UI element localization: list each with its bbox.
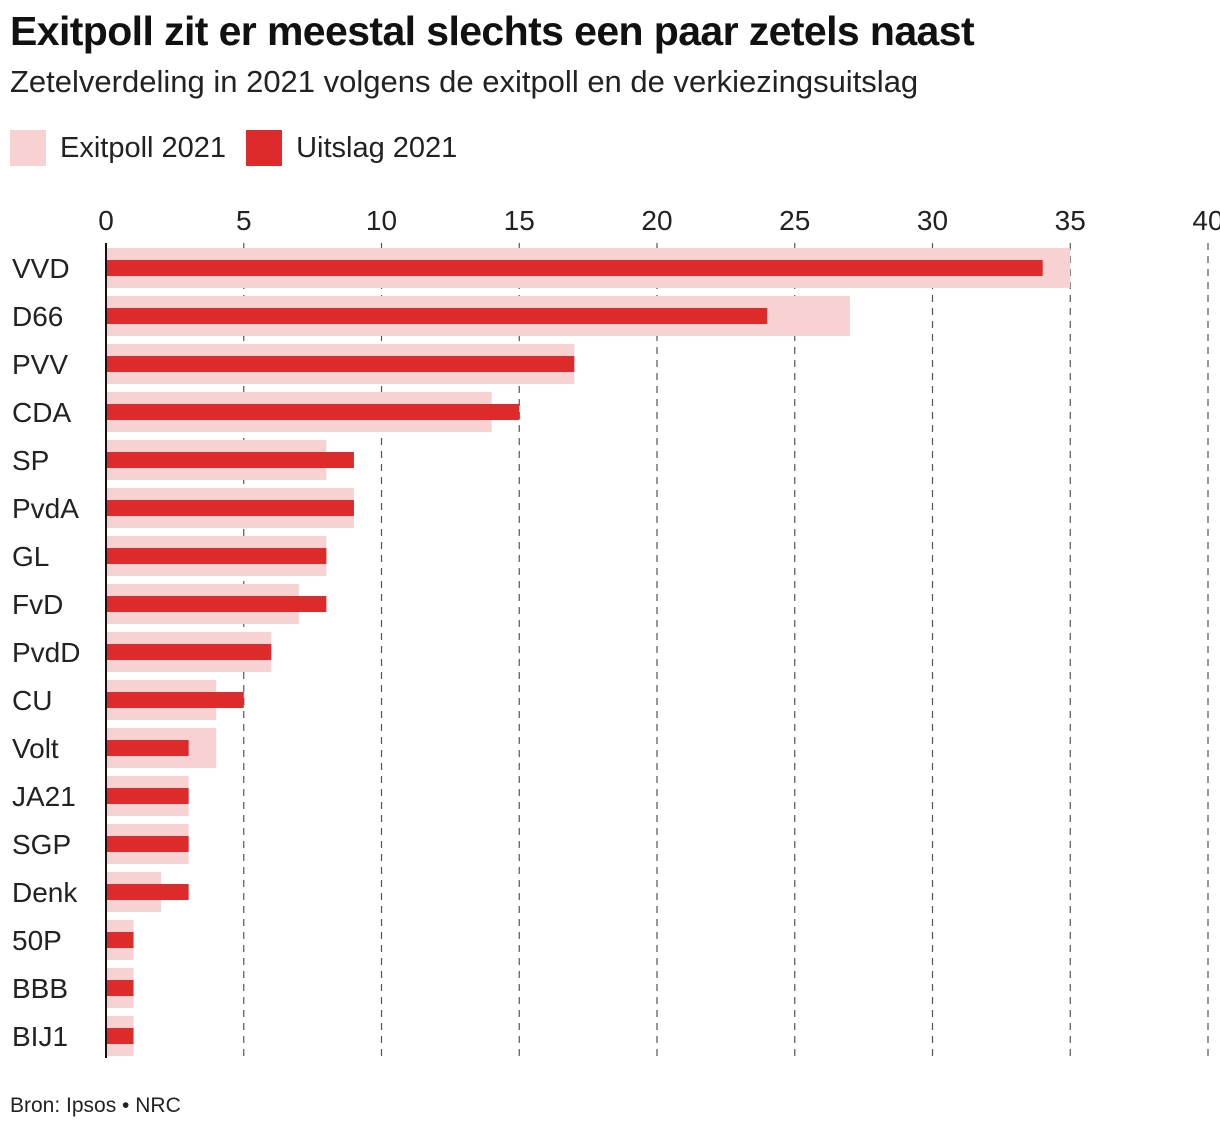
legend-item-uitslag: Uitslag 2021 bbox=[246, 130, 457, 166]
bar-uitslag-50p bbox=[106, 932, 134, 948]
category-label-sgp: SGP bbox=[12, 829, 71, 860]
bar-uitslag-pvv bbox=[106, 356, 575, 372]
bars bbox=[106, 248, 1071, 1056]
source-note: Bron: Ipsos • NRC bbox=[10, 1094, 181, 1117]
category-label-volt: Volt bbox=[12, 733, 59, 764]
legend-item-exitpoll: Exitpoll 2021 bbox=[10, 130, 226, 166]
category-label-denk: Denk bbox=[12, 877, 78, 908]
category-label-bij1: BIJ1 bbox=[12, 1021, 68, 1052]
category-label-gl: GL bbox=[12, 541, 49, 572]
bar-uitslag-cda bbox=[106, 404, 520, 420]
legend-label-uitslag: Uitslag 2021 bbox=[296, 131, 458, 164]
legend-label-exitpoll: Exitpoll 2021 bbox=[60, 131, 227, 164]
category-label-50p: 50P bbox=[12, 925, 62, 956]
bar-uitslag-ja21 bbox=[106, 788, 189, 804]
bar-uitslag-pvdd bbox=[106, 644, 272, 660]
category-label-cu: CU bbox=[12, 685, 52, 716]
bar-uitslag-volt bbox=[106, 740, 189, 756]
bar-uitslag-sgp bbox=[106, 836, 189, 852]
bar-uitslag-bij1 bbox=[106, 1028, 134, 1044]
bar-uitslag-vvd bbox=[106, 260, 1043, 276]
legend-swatch-uitslag bbox=[246, 130, 283, 166]
legend: Exitpoll 2021 Uitslag 2021 bbox=[10, 128, 477, 168]
bar-uitslag-gl bbox=[106, 548, 327, 564]
x-tick-label-40: 40 bbox=[1192, 205, 1220, 236]
bar-uitslag-denk bbox=[106, 884, 189, 900]
category-label-sp: SP bbox=[12, 445, 49, 476]
chart-subtitle: Zetelverdeling in 2021 volgens de exitpo… bbox=[10, 64, 919, 99]
bar-uitslag-fvd bbox=[106, 596, 327, 612]
category-label-bbb: BBB bbox=[12, 973, 68, 1004]
category-label-ja21: JA21 bbox=[12, 781, 76, 812]
x-tick-label-15: 15 bbox=[504, 205, 535, 236]
bar-uitslag-sp bbox=[106, 452, 354, 468]
bar-uitslag-pvda bbox=[106, 500, 354, 516]
chart-title: Exitpoll zit er meestal slechts een paar… bbox=[10, 8, 975, 54]
x-tick-label-10: 10 bbox=[366, 205, 397, 236]
x-tick-label-20: 20 bbox=[641, 205, 672, 236]
x-tick-label-35: 35 bbox=[1055, 205, 1086, 236]
bar-uitslag-bbb bbox=[106, 980, 134, 996]
x-tick-label-0: 0 bbox=[98, 205, 114, 236]
category-label-pvdd: PvdD bbox=[12, 637, 80, 668]
category-label-d66: D66 bbox=[12, 301, 63, 332]
bar-uitslag-cu bbox=[106, 692, 244, 708]
x-tick-label-30: 30 bbox=[917, 205, 948, 236]
category-label-cda: CDA bbox=[12, 397, 71, 428]
x-tick-label-5: 5 bbox=[236, 205, 252, 236]
legend-swatch-exitpoll bbox=[10, 130, 46, 166]
category-label-pvda: PvdA bbox=[12, 493, 79, 524]
category-label-fvd: FvD bbox=[12, 589, 63, 620]
labels: 0 5 10 15 20 25 30 35 40 VVD D66 PVV CDA SP PvdA GL FvD P… bbox=[12, 205, 1220, 1052]
category-label-vvd: VVD bbox=[12, 253, 70, 284]
x-tick-label-25: 25 bbox=[779, 205, 810, 236]
category-label-pvv: PVV bbox=[12, 349, 68, 380]
bar-uitslag-d66 bbox=[106, 308, 768, 324]
